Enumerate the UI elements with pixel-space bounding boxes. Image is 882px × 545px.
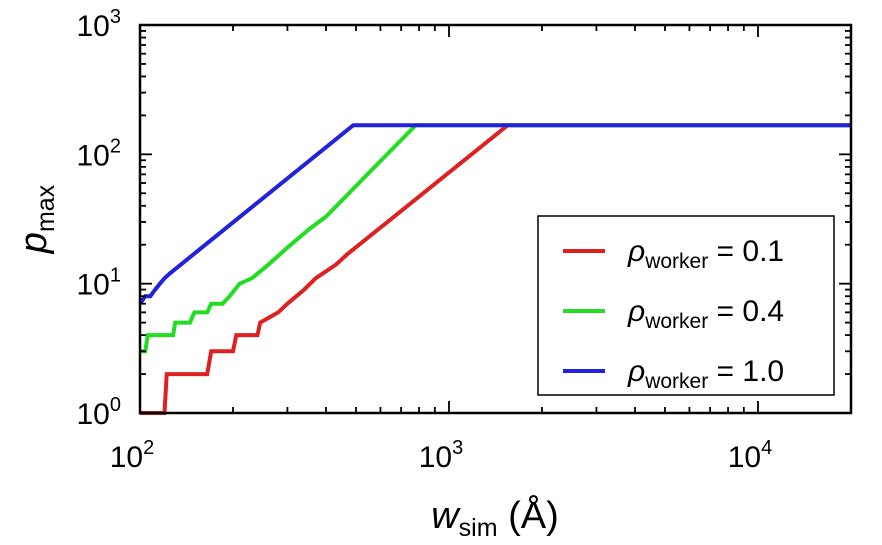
x-axis-label: wsim (Å) bbox=[431, 493, 559, 542]
x-tick-label-0: 102 bbox=[110, 437, 155, 474]
x-tick-label-1: 103 bbox=[419, 437, 464, 474]
x-tick-label-2: 104 bbox=[728, 437, 773, 474]
y-tick-label-0: 100 bbox=[77, 394, 122, 431]
series-line-1 bbox=[140, 123, 851, 354]
plot-frame bbox=[138, 23, 853, 415]
legend-label-1: ρworker = 0.4 bbox=[627, 295, 784, 333]
legend-label-2: ρworker = 1.0 bbox=[627, 355, 784, 393]
y-axis-label: pmax bbox=[13, 184, 60, 254]
legend-box bbox=[537, 215, 835, 396]
series-line-2 bbox=[138, 123, 851, 305]
y-tick-label-3: 103 bbox=[77, 6, 122, 43]
legend: ρworker = 0.1 ρworker = 0.4 ρworker = 1.0 bbox=[537, 215, 835, 396]
y-tick-label-1: 101 bbox=[77, 265, 122, 302]
tick-labels: 102 103 104 100 101 102 103 bbox=[77, 6, 773, 474]
legend-entries: ρworker = 0.1 ρworker = 0.4 ρworker = 1.0 bbox=[563, 235, 784, 393]
legend-label-0: ρworker = 0.1 bbox=[627, 235, 784, 273]
y-tick-label-2: 102 bbox=[77, 135, 122, 172]
series-layer bbox=[138, 123, 851, 415]
series-line-0 bbox=[140, 123, 851, 415]
